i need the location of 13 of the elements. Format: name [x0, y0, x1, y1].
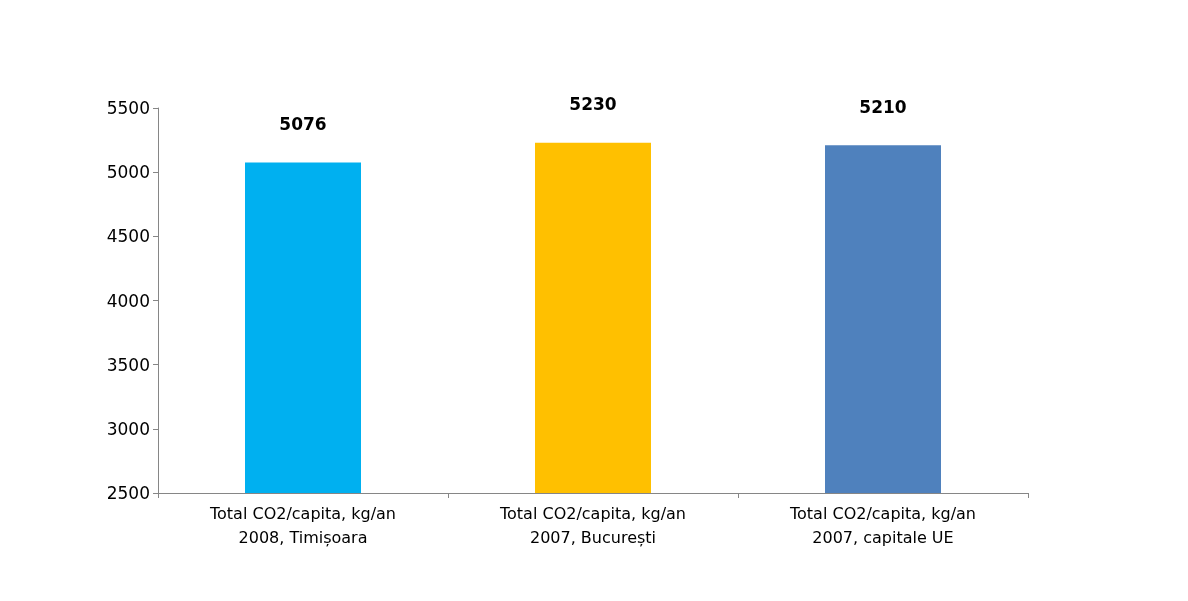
y-tick-label: 2500 — [106, 483, 150, 503]
data-label: 5210 — [859, 96, 907, 117]
y-tick-label: 5500 — [106, 98, 150, 118]
y-tick-label: 4500 — [106, 226, 150, 247]
y-tick-label: 5000 — [106, 162, 150, 183]
data-label: 5076 — [279, 113, 327, 134]
y-tick-label: 3000 — [106, 418, 150, 439]
x-tick-label: Total CO2/capita, kg/an 2007, capitale UE — [789, 503, 976, 547]
data-label: 5230 — [569, 94, 617, 115]
y-tick-label: 3500 — [106, 354, 150, 375]
x-tick-label: Total CO2/capita, kg/an 2007, București — [499, 503, 686, 547]
y-tick-label: 4000 — [106, 290, 150, 311]
x-tick-label: Total CO2/capita, kg/an 2008, Timișoara — [209, 503, 396, 547]
